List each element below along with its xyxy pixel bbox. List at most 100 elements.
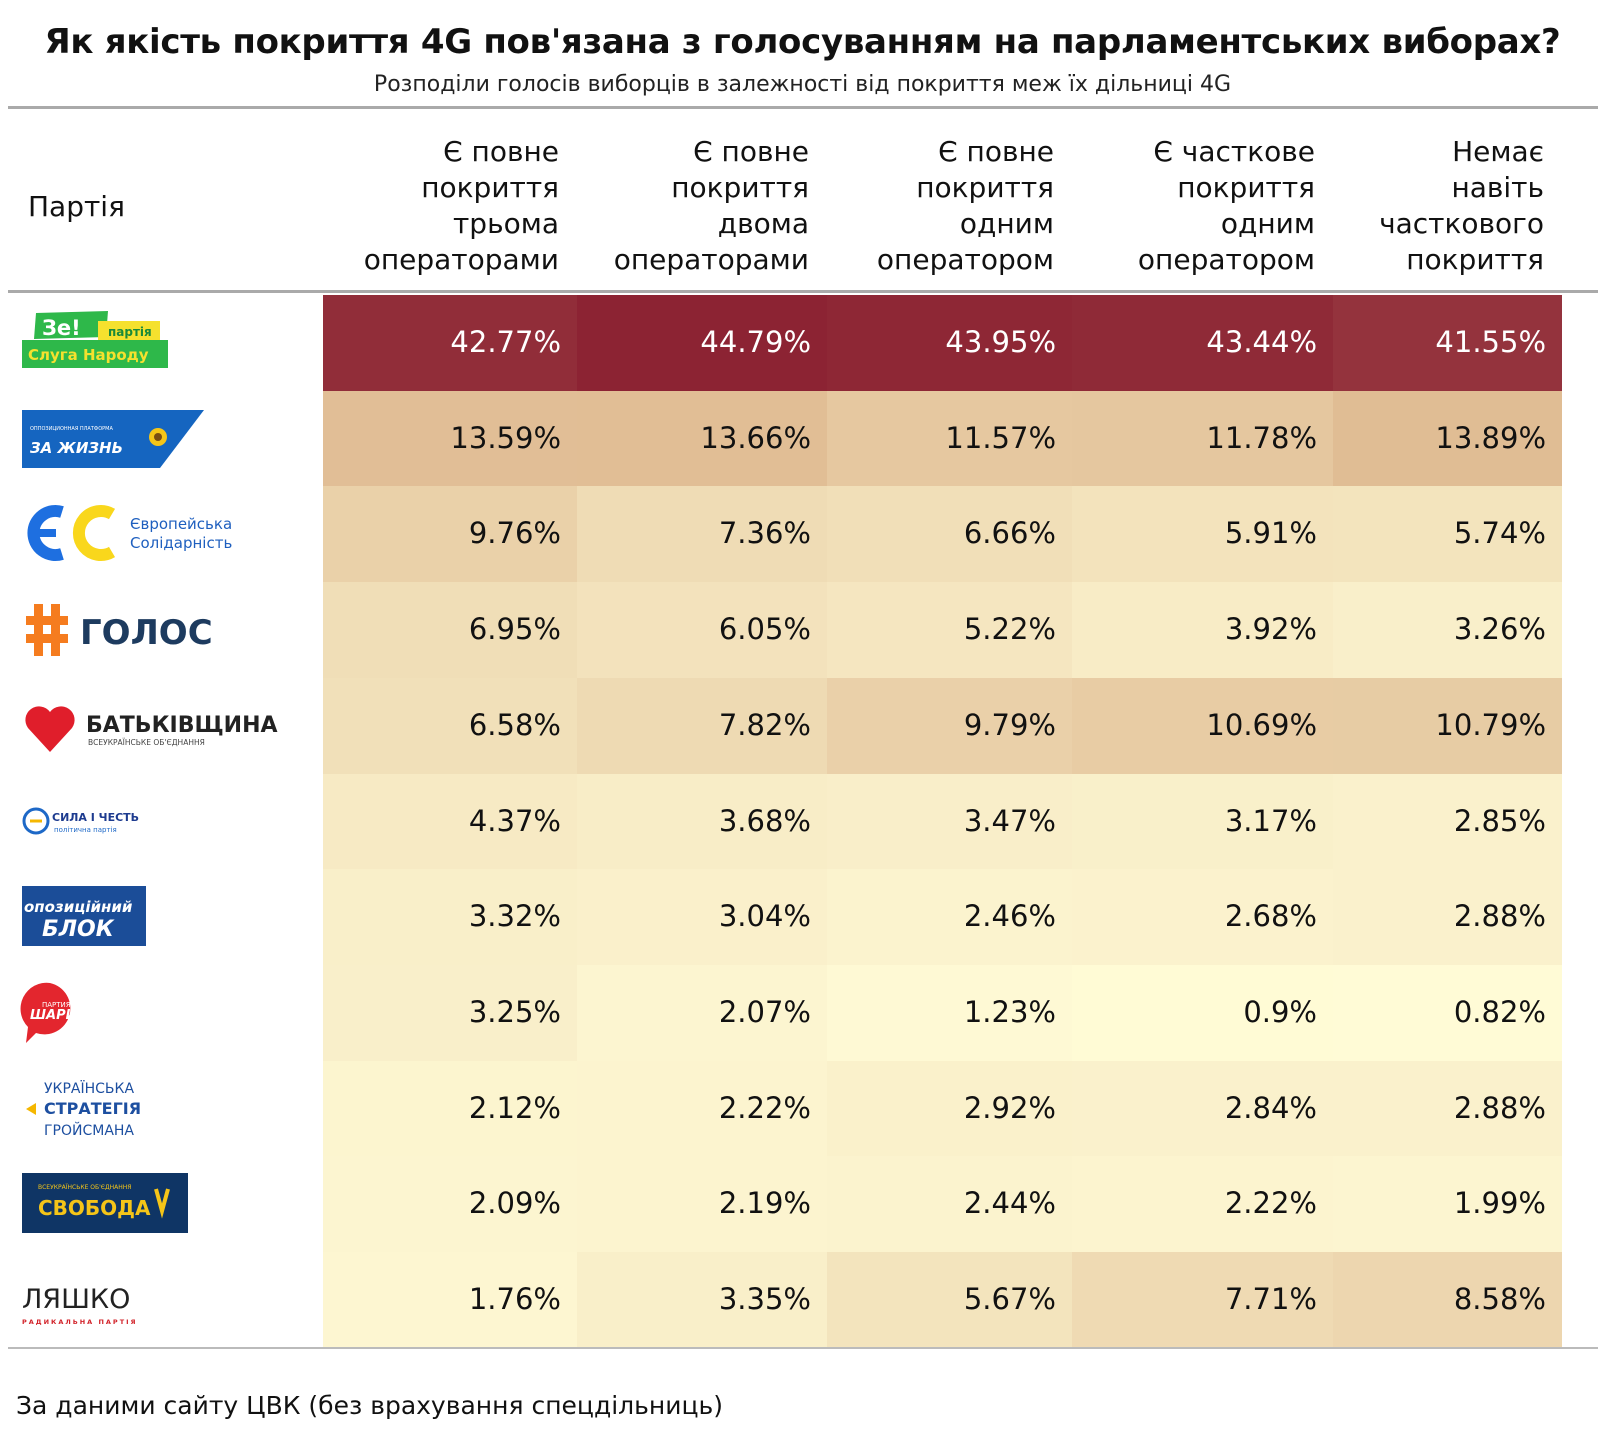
opozytsiinyi-blok-logo: опозиційний БЛОК	[8, 884, 158, 952]
liashko-logo: ЛЯШКО РАДИКАЛЬНА ПАРТІЯ	[8, 1264, 158, 1338]
value-cell: 3.17%	[1072, 773, 1333, 870]
column-header-line: покриття	[421, 171, 559, 204]
logo-text: БАТЬКІВЩИНА	[86, 713, 278, 738]
column-header-line: трьома	[453, 207, 559, 240]
logo-text: РАДИКАЛЬНА ПАРТІЯ	[22, 1318, 138, 1326]
value-cell: 5.74%	[1333, 486, 1562, 583]
column-header-line: оператором	[1137, 243, 1315, 276]
party-logo-cell: СИЛА І ЧЕСТЬ політична партія	[8, 774, 331, 872]
value-cell: 2.22%	[1072, 1156, 1333, 1253]
holos-logo: ГОЛОС	[8, 594, 248, 668]
column-header: Є повне покриття одним оператором	[814, 134, 1054, 278]
column-header-line: Є часткове	[1153, 135, 1315, 168]
value-cell: 2.09%	[323, 1156, 577, 1253]
value-cell: 3.04%	[577, 869, 827, 966]
column-header-line: Є повне	[938, 135, 1054, 168]
logo-text: ЛЯШКО	[22, 1284, 130, 1315]
value-cell: 1.76%	[323, 1252, 577, 1349]
value-cell: 5.91%	[1072, 486, 1333, 583]
column-header-line: Є повне	[693, 135, 809, 168]
value-cell: 13.66%	[577, 390, 827, 487]
value-cell: 5.67%	[827, 1252, 1072, 1349]
value-cell: 41.55%	[1333, 295, 1562, 392]
party-logo-cell: Зе! партія Слуга Народу	[8, 295, 331, 393]
syla-i-chest-logo: СИЛА І ЧЕСТЬ політична партія	[8, 791, 158, 855]
value-cell: 6.05%	[577, 582, 827, 679]
svoboda-logo: ВСЕУКРАЇНСЬКЕ ОБ'ЄДНАННЯ СВОБОДА	[8, 1171, 198, 1239]
value-cell: 0.9%	[1072, 964, 1333, 1062]
column-header: Є повне покриття трьома операторами	[319, 134, 559, 278]
column-header-line: одним	[1220, 207, 1315, 240]
value-cell: 1.99%	[1333, 1156, 1562, 1253]
column-header-line: Немає	[1452, 135, 1544, 168]
value-cell: 7.82%	[577, 677, 827, 774]
column-header-line: операторами	[363, 243, 559, 276]
value-cell: 2.68%	[1072, 869, 1333, 966]
party-logo-cell: ПАРТИЯ ШАРИЯ	[8, 965, 331, 1063]
value-cell: 44.79%	[577, 295, 827, 392]
value-cell: 2.92%	[827, 1060, 1072, 1157]
source-footnote: За даними сайту ЦВК (без врахування спец…	[16, 1391, 723, 1420]
value-cell: 5.22%	[827, 582, 1072, 679]
logo-text: УКРАЇНСЬКА	[44, 1079, 134, 1097]
ukrainska-stratehiia-hroismana-logo: УКРАЇНСЬКА СТРАТЕГІЯ ГРОЙСМАНА	[8, 1073, 168, 1147]
value-cell: 2.46%	[827, 869, 1072, 966]
party-logo-cell: УКРАЇНСЬКА СТРАТЕГІЯ ГРОЙСМАНА	[8, 1061, 331, 1159]
column-header-line: покриття	[916, 171, 1054, 204]
value-cell: 3.26%	[1333, 582, 1562, 679]
column-header-line: покриття	[671, 171, 809, 204]
column-header-line: двома	[717, 207, 809, 240]
value-cell: 3.68%	[577, 773, 827, 870]
value-cell: 2.84%	[1072, 1060, 1333, 1157]
value-cell: 9.79%	[827, 677, 1072, 774]
value-cell: 2.88%	[1333, 869, 1562, 966]
value-cell: 9.76%	[323, 486, 577, 583]
chart-subtitle: Розподіли голосів виборців в залежності …	[373, 72, 1232, 97]
logo-text: ПАРТИЯ	[42, 1001, 71, 1009]
value-cell: 6.95%	[323, 582, 577, 679]
batkivshchyna-logo: БАТЬКІВЩИНА ВСЕУКРАЇНСЬКЕ ОБ'ЄДНАННЯ	[8, 690, 308, 764]
logo-text: Зе!	[42, 316, 81, 340]
value-cell: 43.44%	[1072, 295, 1333, 392]
logo-text: ОППОЗИЦИОННАЯ ПЛАТФОРМА	[30, 426, 113, 432]
value-cell: 42.77%	[323, 295, 577, 392]
logo-text: СИЛА І ЧЕСТЬ	[52, 811, 139, 824]
value-cell: 2.88%	[1333, 1060, 1562, 1157]
value-cell: 13.59%	[323, 390, 577, 487]
logo-text: опозиційний	[24, 898, 133, 916]
value-cell: 2.44%	[827, 1156, 1072, 1253]
value-cell: 3.92%	[1072, 582, 1333, 679]
party-logo-cell: ГОЛОС	[8, 582, 331, 680]
value-cell: 7.71%	[1072, 1252, 1333, 1349]
logo-text: СВОБОДА	[38, 1196, 151, 1220]
value-cell: 8.58%	[1333, 1252, 1562, 1349]
value-cell: 0.82%	[1333, 964, 1562, 1062]
value-cell: 11.57%	[827, 390, 1072, 487]
party-logo-cell: Європейська Солідарність	[8, 486, 331, 584]
party-logo-cell: опозиційний БЛОК	[8, 869, 331, 967]
logo-text: Слуга Народу	[28, 346, 149, 364]
value-cell: 3.32%	[323, 869, 577, 966]
value-cell: 3.35%	[577, 1252, 827, 1349]
column-header: Є повне покриття двома операторами	[569, 134, 809, 278]
party-logo-cell: ЛЯШКО РАДИКАЛЬНА ПАРТІЯ	[8, 1252, 331, 1350]
column-header-line: навіть	[1451, 171, 1544, 204]
bottom-rule	[8, 1347, 1598, 1349]
logo-text: ГОЛОС	[80, 613, 213, 653]
column-header-line: одним	[959, 207, 1054, 240]
logo-text: БЛОК	[42, 917, 115, 942]
logo-text: політична партія	[54, 826, 117, 834]
logo-text: партія	[108, 325, 152, 339]
value-cell: 10.79%	[1333, 677, 1562, 774]
partiia-shariia-logo: ПАРТИЯ ШАРИЯ	[8, 977, 108, 1051]
party-logo-cell: ВСЕУКРАЇНСЬКЕ ОБ'ЄДНАННЯ СВОБОДА	[8, 1156, 331, 1254]
value-cell: 1.23%	[827, 964, 1072, 1062]
es-logo: Європейська Солідарність	[8, 498, 258, 572]
column-header-line: часткового	[1379, 207, 1544, 240]
column-header: Немає навіть часткового покриття	[1304, 134, 1544, 278]
chart-title: Як якість покриття 4G пов'язана з голосу…	[44, 22, 1561, 62]
column-header-line: Є повне	[443, 135, 559, 168]
logo-text: ВСЕУКРАЇНСЬКЕ ОБ'ЄДНАННЯ	[38, 1184, 131, 1191]
value-cell: 10.69%	[1072, 677, 1333, 774]
